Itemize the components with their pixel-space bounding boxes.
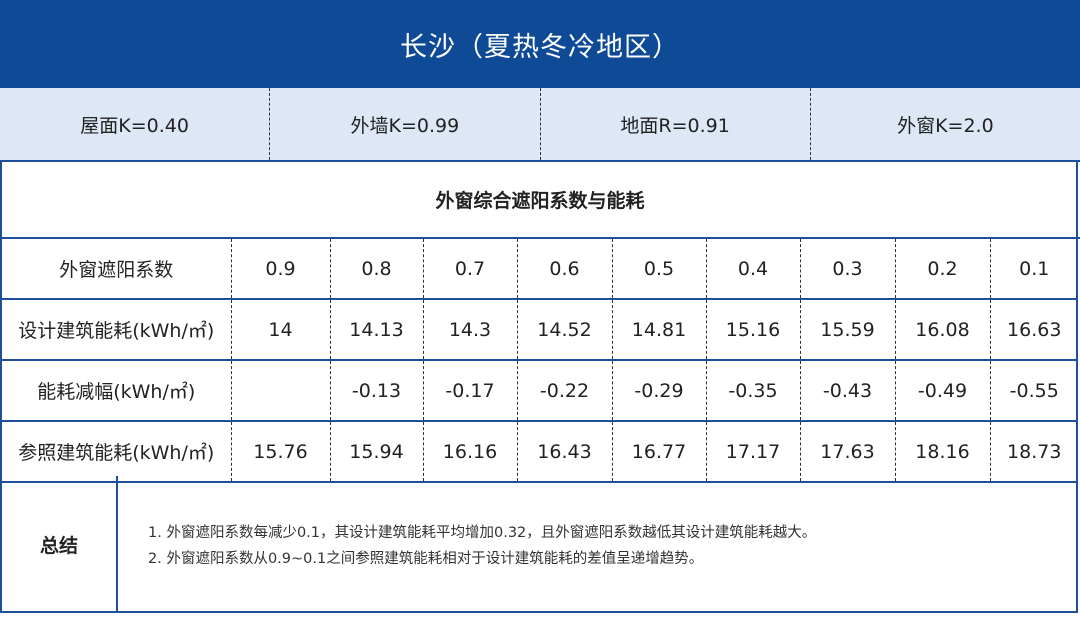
table-cell: 0.7 [422,239,517,300]
summary-label: 总结 [2,476,118,613]
row-label: 参照建筑能耗(kWh/㎡) [2,421,231,483]
k-ground: 地面R=0.91 [539,88,810,160]
table-cell: 14.13 [329,299,423,361]
table-cell: 14.81 [611,299,706,361]
table-cell: 15.16 [705,299,800,361]
table-cell: 0.5 [611,239,706,300]
table-cell: -0.35 [705,360,800,422]
table-cell: -0.22 [516,360,612,422]
table-cell: 15.59 [799,299,895,361]
table-cell: 15.76 [230,421,330,483]
k-value-bar: 屋面K=0.40 外墙K=0.99 地面R=0.91 外窗K=2.0 [0,88,1080,162]
row-label: 设计建筑能耗(kWh/㎡) [2,299,231,361]
table-cell: -0.29 [611,360,706,422]
table-cell: 14.3 [422,299,517,361]
table-cell: 14 [230,299,330,361]
table-cell: 16.16 [422,421,517,483]
page-title: 长沙（夏热冬冷地区） [0,0,1080,88]
k-roof: 屋面K=0.40 [80,114,189,137]
table-cell: -0.13 [329,360,423,422]
table-cell: 18.16 [894,421,990,483]
data-table: 外窗遮阳系数 0.9 0.8 0.7 0.6 0.5 0.4 0.3 0.2 0.1 设计建筑能耗(… [2,239,1078,483]
table-cell: -0.49 [894,360,990,422]
summary-line-2: 2. 外窗遮阳系数从0.9~0.1之间参照建筑能耗相对于设计建筑能耗的差值呈递增… [148,551,704,567]
row-label: 能耗减幅(kWh/㎡) [2,360,231,422]
table-cell: 0.4 [705,239,800,300]
summary-body: 1. 外窗遮阳系数每减少0.1，其设计建筑能耗平均增加0.32，且外窗遮阳系数越… [118,476,1078,613]
table-cell: 0.8 [329,239,423,300]
table-row: 参照建筑能耗(kWh/㎡) 15.76 15.94 16.16 16.43 16.77 17… [2,421,1078,483]
table-row: 外窗遮阳系数 0.9 0.8 0.7 0.6 0.5 0.4 0.3 0.2 0.1 [2,239,1078,300]
table-cell: 0.2 [894,239,990,300]
table-cell: 0.1 [989,239,1078,300]
table-cell: 16.43 [516,421,612,483]
k-window: 外窗K=2.0 [809,88,1080,160]
table-cell: 16.63 [989,299,1078,361]
table-cell: -0.55 [989,360,1078,422]
section-title: 外窗综合遮阳系数与能耗 [0,162,1080,239]
row-label: 外窗遮阳系数 [2,239,231,300]
k-wall: 外墙K=0.99 [269,88,539,160]
table-row: 能耗减幅(kWh/㎡) -0.13 -0.17 -0.22 -0.29 -0.35 -0.4… [2,360,1078,422]
table-cell: 17.63 [799,421,895,483]
table-cell: 18.73 [989,421,1078,483]
table-cell: 16.08 [894,299,990,361]
table-cell: 14.52 [516,299,612,361]
summary-section: 总结 1. 外窗遮阳系数每减少0.1，其设计建筑能耗平均增加0.32，且外窗遮阳… [2,476,1078,613]
table-cell: -0.43 [799,360,895,422]
table-row: 设计建筑能耗(kWh/㎡) 14 14.13 14.3 14.52 14.81 15.16 1… [2,299,1078,361]
summary-line-1: 1. 外窗遮阳系数每减少0.1，其设计建筑能耗平均增加0.32，且外窗遮阳系数越… [148,525,817,541]
table-cell: 15.94 [329,421,423,483]
table-cell: 16.77 [611,421,706,483]
table-cell: 0.3 [799,239,895,300]
table-cell: 0.6 [516,239,612,300]
table-cell: 0.9 [230,239,330,300]
table-cell: -0.17 [422,360,517,422]
table-cell: 17.17 [705,421,800,483]
table-cell [230,360,330,422]
